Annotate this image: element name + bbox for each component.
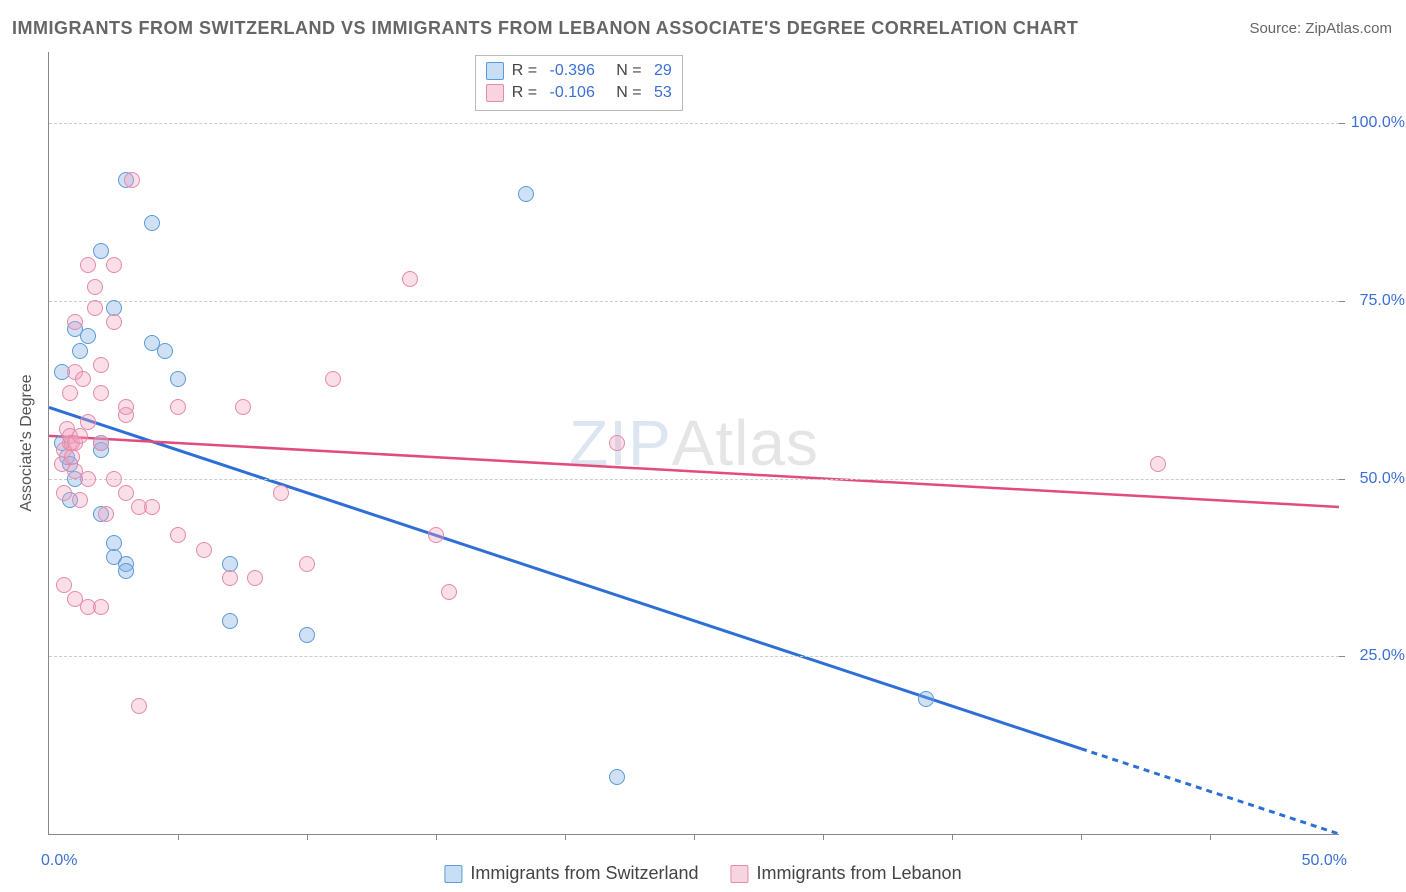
data-point	[299, 556, 315, 572]
data-point	[170, 371, 186, 387]
x-tick	[436, 834, 437, 840]
series-legend: Immigrants from Switzerland Immigrants fr…	[444, 863, 961, 884]
data-point	[428, 527, 444, 543]
gridline	[49, 123, 1339, 124]
data-point	[118, 485, 134, 501]
data-point	[72, 343, 88, 359]
x-tick	[1210, 834, 1211, 840]
x-tick	[565, 834, 566, 840]
data-point	[93, 385, 109, 401]
data-point	[222, 570, 238, 586]
data-point	[98, 506, 114, 522]
data-point	[87, 279, 103, 295]
legend-label: Immigrants from Switzerland	[470, 863, 698, 884]
x-tick	[823, 834, 824, 840]
source-label: Source: ZipAtlas.com	[1249, 20, 1392, 37]
legend-row: R = -0.106 N = 53	[486, 82, 672, 104]
data-point	[80, 328, 96, 344]
data-point	[56, 485, 72, 501]
data-point	[609, 435, 625, 451]
chart-title: IMMIGRANTS FROM SWITZERLAND VS IMMIGRANT…	[12, 18, 1078, 39]
data-point	[144, 499, 160, 515]
data-point	[247, 570, 263, 586]
data-point	[144, 215, 160, 231]
data-point	[273, 485, 289, 501]
data-point	[1150, 456, 1166, 472]
data-point	[62, 385, 78, 401]
data-point	[131, 698, 147, 714]
x-tick-label: 0.0%	[41, 852, 77, 870]
data-point	[87, 300, 103, 316]
gridline	[49, 301, 1339, 302]
legend-swatch	[444, 865, 462, 883]
data-point	[106, 471, 122, 487]
x-tick-label: 50.0%	[1302, 852, 1347, 870]
data-point	[222, 613, 238, 629]
data-point	[299, 627, 315, 643]
legend-row: R = -0.396 N = 29	[486, 60, 672, 82]
y-tick	[1339, 301, 1345, 302]
y-tick-label: 25.0%	[1360, 647, 1405, 665]
data-point	[93, 599, 109, 615]
legend-label: Immigrants from Lebanon	[756, 863, 961, 884]
data-point	[402, 271, 418, 287]
gridline	[49, 656, 1339, 657]
data-point	[106, 257, 122, 273]
data-point	[80, 257, 96, 273]
data-point	[124, 172, 140, 188]
correlation-legend: R = -0.396 N = 29R = -0.106 N = 53	[475, 55, 683, 111]
data-point	[80, 414, 96, 430]
data-point	[80, 471, 96, 487]
x-tick	[1081, 834, 1082, 840]
plot-area: Associate's Degree ZIPAtlas R = -0.396 N…	[48, 52, 1339, 835]
data-point	[106, 314, 122, 330]
data-point	[196, 542, 212, 558]
data-point	[118, 399, 134, 415]
data-point	[72, 492, 88, 508]
y-tick-label: 100.0%	[1351, 114, 1405, 132]
legend-swatch	[486, 84, 504, 102]
data-point	[67, 314, 83, 330]
data-point	[235, 399, 251, 415]
data-point	[72, 428, 88, 444]
data-point	[157, 343, 173, 359]
x-tick	[178, 834, 179, 840]
legend-swatch	[486, 62, 504, 80]
data-point	[325, 371, 341, 387]
data-point	[918, 691, 934, 707]
y-tick	[1339, 656, 1345, 657]
y-tick-label: 75.0%	[1360, 292, 1405, 310]
x-tick	[694, 834, 695, 840]
data-point	[170, 399, 186, 415]
data-point	[93, 357, 109, 373]
data-point	[118, 563, 134, 579]
y-tick	[1339, 123, 1345, 124]
data-point	[170, 527, 186, 543]
gridline	[49, 479, 1339, 480]
y-tick-label: 50.0%	[1360, 470, 1405, 488]
data-point	[56, 577, 72, 593]
y-tick	[1339, 479, 1345, 480]
legend-swatch	[730, 865, 748, 883]
legend-item: Immigrants from Lebanon	[730, 863, 961, 884]
data-point	[75, 371, 91, 387]
watermark: ZIPAtlas	[569, 406, 819, 480]
y-axis-label: Associate's Degree	[18, 374, 36, 511]
data-point	[609, 769, 625, 785]
legend-item: Immigrants from Switzerland	[444, 863, 698, 884]
data-point	[441, 584, 457, 600]
data-point	[93, 435, 109, 451]
data-point	[518, 186, 534, 202]
x-tick	[307, 834, 308, 840]
data-point	[93, 243, 109, 259]
trend-lines	[49, 52, 1339, 834]
x-tick	[952, 834, 953, 840]
